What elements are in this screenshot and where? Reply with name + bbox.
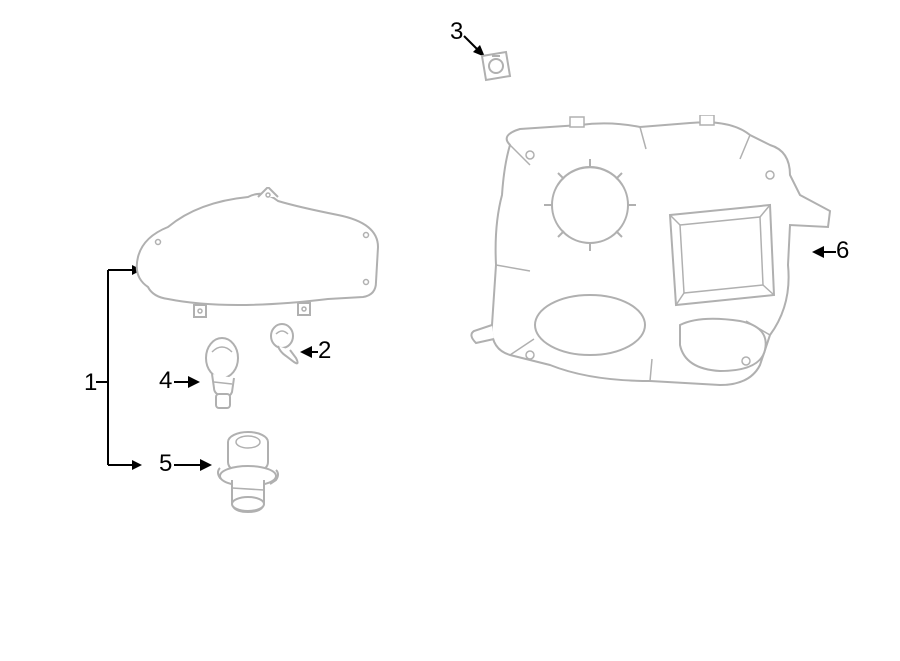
callout-label-5: 5 [159, 452, 172, 476]
part-main-bulb [196, 336, 252, 418]
part-retainer-clip [478, 48, 514, 84]
parts-diagram-canvas: 1 2 3 4 5 6 [0, 0, 900, 661]
part-bulb-socket [214, 428, 280, 518]
callout-arrow-5 [172, 455, 214, 475]
part-small-bulb [266, 322, 310, 372]
part-mount-panel [470, 115, 840, 405]
callout-label-4: 4 [159, 369, 172, 393]
part-headlamp-housing [128, 187, 388, 327]
